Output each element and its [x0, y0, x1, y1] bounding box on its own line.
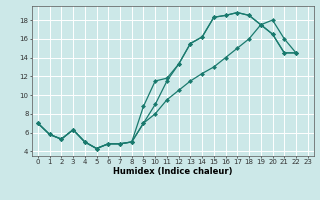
- X-axis label: Humidex (Indice chaleur): Humidex (Indice chaleur): [113, 167, 233, 176]
